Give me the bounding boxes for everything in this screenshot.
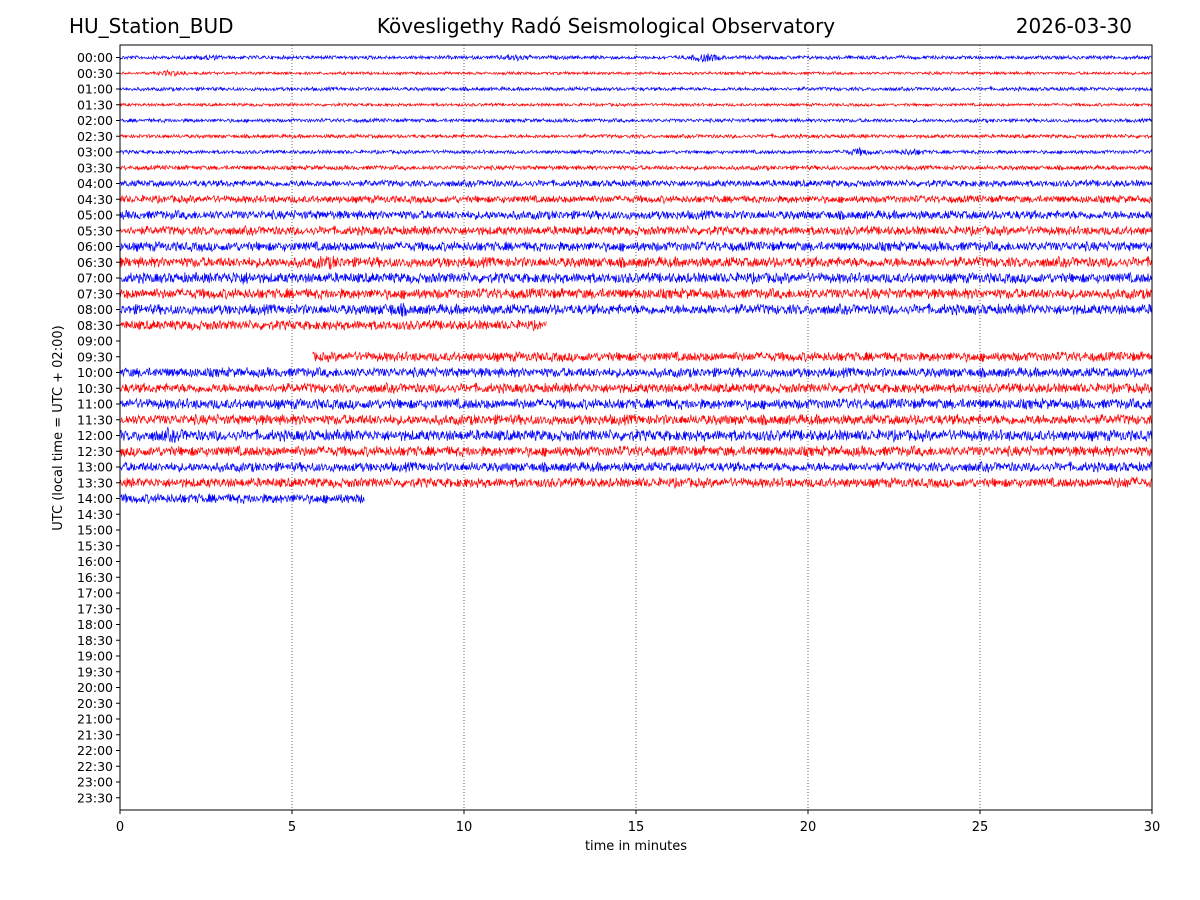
- trace-0430: [119, 194, 1153, 205]
- y-tick-label: 23:00: [77, 775, 113, 790]
- trace-layer: [119, 53, 1153, 505]
- y-tick-label: 20:00: [77, 680, 113, 695]
- y-tick-label: 22:30: [77, 759, 113, 774]
- y-tick-label: 04:00: [77, 176, 113, 191]
- y-tick-label: 15:30: [77, 538, 113, 553]
- y-tick-label: 01:00: [77, 82, 113, 97]
- trace-0330: [119, 164, 1153, 172]
- y-tick-label: 04:30: [77, 192, 113, 207]
- x-tick-label: 15: [628, 820, 645, 835]
- chart-title: Kövesligethy Radó Seismological Observat…: [376, 14, 836, 38]
- trace-1330: [119, 476, 1153, 490]
- trace-1400: [119, 493, 365, 505]
- y-tick-label: 16:30: [77, 570, 113, 585]
- y-tick-label: 19:00: [77, 649, 113, 664]
- x-axis-label: time in minutes: [585, 839, 687, 854]
- y-tick-label: 17:00: [77, 586, 113, 601]
- trace-0230: [119, 132, 1153, 140]
- y-tick-label: 15:00: [77, 523, 113, 538]
- station-label: HU_Station_BUD: [69, 14, 234, 38]
- y-tick-label: 23:30: [77, 790, 113, 805]
- y-tick-label: 03:00: [77, 145, 113, 160]
- x-tick-label: 30: [1144, 820, 1161, 835]
- trace-0300: [119, 146, 1153, 157]
- trace-0630: [119, 255, 1153, 270]
- y-tick-label: 06:00: [77, 239, 113, 254]
- x-tick-label: 10: [456, 820, 473, 835]
- y-tick-label: 07:30: [77, 286, 113, 301]
- y-tick-label: 21:30: [77, 727, 113, 742]
- x-tick-label: 20: [800, 820, 817, 835]
- trace-0030: [119, 68, 1153, 78]
- date-label: 2026-03-30: [1015, 14, 1132, 38]
- trace-1030: [119, 382, 1153, 395]
- y-tick-label: 18:00: [77, 617, 113, 632]
- y-tick-label: 00:30: [77, 66, 113, 81]
- y-tick-label: 02:30: [77, 129, 113, 144]
- y-tick-label: 02:00: [77, 113, 113, 128]
- trace-1300: [119, 460, 1153, 474]
- y-tick-label: 00:00: [77, 50, 113, 65]
- trace-0800: [119, 302, 1153, 317]
- trace-1100: [119, 397, 1153, 411]
- trace-0400: [119, 178, 1153, 189]
- y-tick-label: 22:00: [77, 743, 113, 758]
- axis-ticks: 0 5 10 15 20 25 30 00:0000:3001:0001:3002:0002:…: [77, 50, 1160, 835]
- trace-0830: [119, 319, 547, 332]
- y-tick-label: 17:30: [77, 601, 113, 616]
- trace-1130: [119, 413, 1153, 427]
- y-tick-label: 14:30: [77, 507, 113, 522]
- y-tick-label: 08:00: [77, 302, 113, 317]
- trace-0700: [119, 271, 1153, 285]
- y-tick-label: 10:00: [77, 365, 113, 380]
- x-tick-label: 25: [972, 820, 989, 835]
- trace-1000: [119, 366, 1153, 379]
- y-tick-label: 09:00: [77, 334, 113, 349]
- y-axis-label: UTC (local time = UTC + 02:00): [51, 325, 66, 530]
- trace-0500: [119, 209, 1153, 221]
- x-tick-label: 0: [116, 820, 124, 835]
- y-tick-label: 13:30: [77, 475, 113, 490]
- trace-0730: [119, 287, 1153, 301]
- trace-0530: [119, 224, 1153, 237]
- y-tick-label: 12:00: [77, 428, 113, 443]
- trace-0600: [119, 240, 1153, 253]
- x-tick-label: 5: [288, 820, 296, 835]
- trace-0000: [119, 53, 1152, 63]
- y-tick-label: 06:30: [77, 255, 113, 270]
- trace-0930: [312, 350, 1153, 363]
- y-tick-label: 03:30: [77, 160, 113, 175]
- y-tick-label: 14:00: [77, 491, 113, 506]
- y-tick-label: 18:30: [77, 633, 113, 648]
- y-tick-label: 20:30: [77, 696, 113, 711]
- y-tick-label: 07:00: [77, 271, 113, 286]
- y-tick-label: 19:30: [77, 664, 113, 679]
- y-tick-label: 01:30: [77, 97, 113, 112]
- y-tick-label: 16:00: [77, 554, 113, 569]
- trace-0130: [119, 101, 1153, 108]
- y-tick-label: 10:30: [77, 381, 113, 396]
- y-tick-label: 11:00: [77, 397, 113, 412]
- trace-0100: [119, 85, 1153, 93]
- y-tick-label: 21:00: [77, 712, 113, 727]
- y-tick-label: 05:30: [77, 223, 113, 238]
- y-tick-label: 09:30: [77, 349, 113, 364]
- y-tick-label: 13:00: [77, 460, 113, 475]
- trace-1230: [119, 444, 1153, 458]
- y-tick-label: 12:30: [77, 444, 113, 459]
- trace-0200: [119, 117, 1152, 124]
- y-tick-label: 05:00: [77, 208, 113, 223]
- y-tick-label: 08:30: [77, 318, 113, 333]
- trace-1200: [119, 426, 1153, 444]
- y-tick-label: 11:30: [77, 412, 113, 427]
- grid-lines: [291, 45, 981, 810]
